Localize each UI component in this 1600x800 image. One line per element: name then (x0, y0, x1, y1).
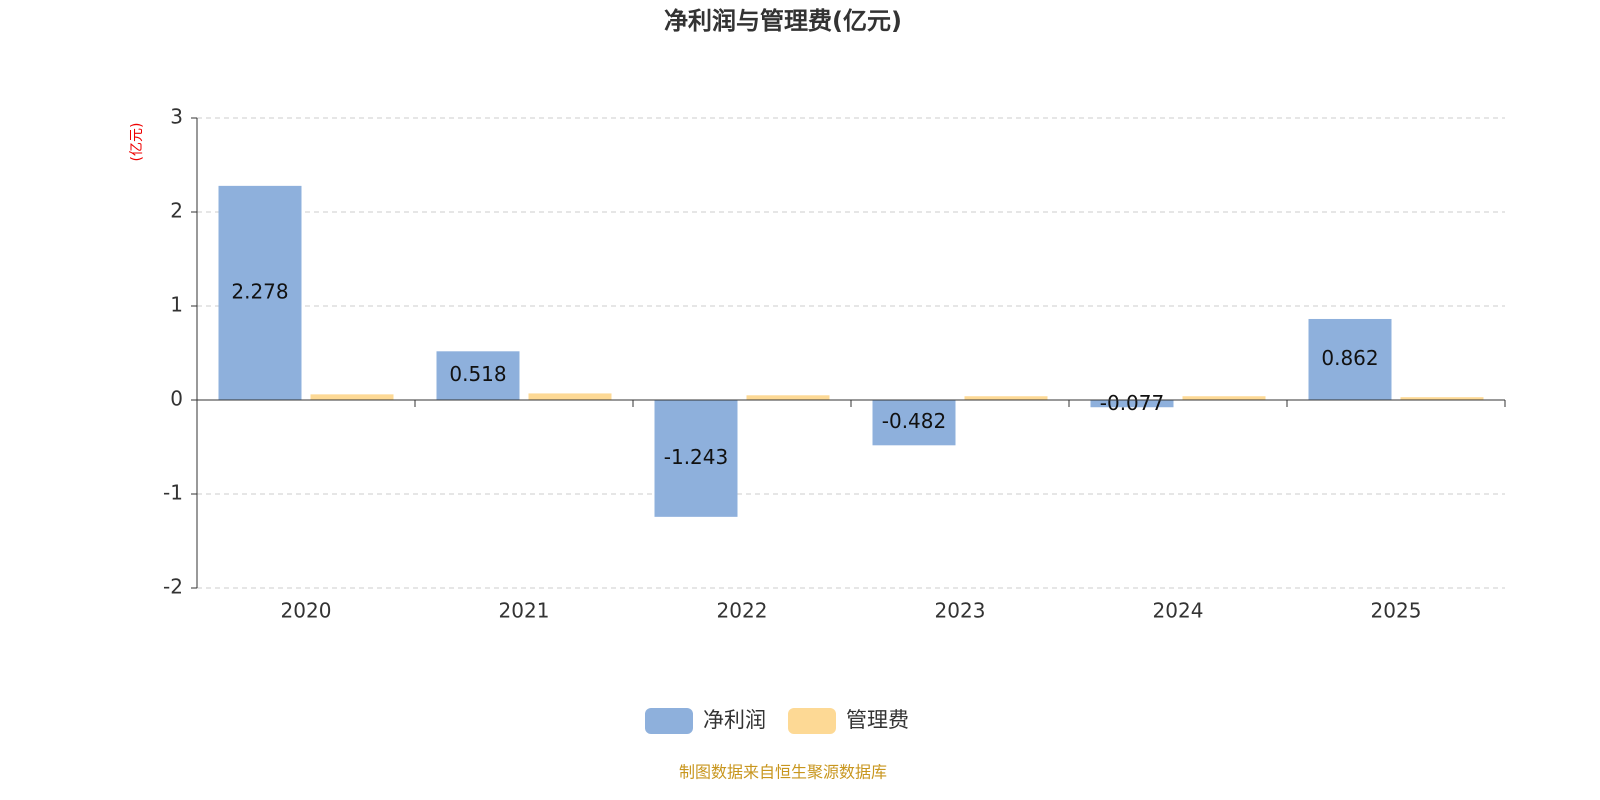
legend-label: 净利润 (703, 708, 766, 732)
x-tick-label: 2025 (1371, 599, 1422, 623)
bar (310, 394, 394, 400)
y-tick-label: 0 (170, 387, 183, 411)
bar (964, 396, 1048, 400)
x-tick-label: 2024 (1153, 599, 1204, 623)
x-tick-label: 2022 (717, 599, 768, 623)
legend-swatch (788, 708, 836, 734)
source-note: 制图数据来自恒生聚源数据库 (679, 763, 887, 782)
data-label: 2.278 (231, 279, 288, 303)
y-axis-label: (亿元) (129, 123, 145, 162)
legend-label: 管理费 (846, 708, 909, 732)
bar (1182, 396, 1266, 400)
x-tick-label: 2020 (281, 599, 332, 623)
y-tick-label: 1 (170, 293, 183, 317)
bar (1090, 400, 1174, 408)
x-tick-label: 2023 (935, 599, 986, 623)
data-label: -0.077 (1100, 391, 1164, 415)
x-tick-label: 2021 (499, 599, 550, 623)
bar (436, 351, 520, 400)
bar (654, 400, 738, 517)
y-tick-label: 2 (170, 199, 183, 223)
y-tick-label: -1 (163, 481, 183, 505)
bar (1308, 318, 1392, 400)
bar (218, 185, 302, 400)
chart-title: 净利润与管理费(亿元) (664, 7, 902, 35)
bar (746, 395, 830, 400)
bar (872, 400, 956, 446)
data-label: -0.482 (882, 409, 946, 433)
data-label: 0.862 (1321, 346, 1378, 370)
y-tick-label: -2 (163, 575, 183, 599)
bar (1400, 397, 1484, 400)
bar (528, 393, 612, 400)
data-label: -1.243 (664, 445, 728, 469)
data-label: 0.518 (449, 362, 506, 386)
legend-swatch (645, 708, 693, 734)
y-tick-label: 3 (170, 105, 183, 129)
